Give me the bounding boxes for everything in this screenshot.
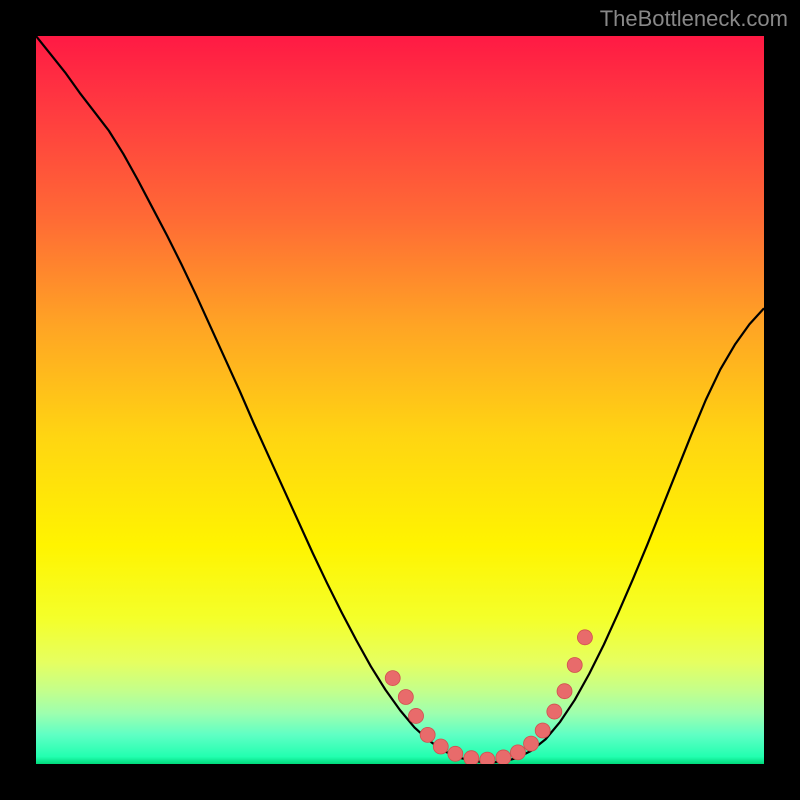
bottleneck-curve-svg [36,36,764,764]
data-marker [480,752,495,764]
data-marker [433,739,448,754]
data-marker [420,727,435,742]
data-marker [398,690,413,705]
data-marker [464,751,479,764]
watermark-text: TheBottleneck.com [600,6,788,32]
data-marker [409,708,424,723]
plot-area [36,36,764,764]
data-marker [535,723,550,738]
data-marker [496,750,511,764]
data-marker [577,630,592,645]
data-marker [547,704,562,719]
data-marker [510,745,525,760]
data-marker [385,671,400,686]
bottleneck-curve [36,36,764,763]
data-marker [524,736,539,751]
data-marker [567,657,582,672]
data-marker [557,684,572,699]
data-marker [448,746,463,761]
chart-container: TheBottleneck.com [0,0,800,800]
